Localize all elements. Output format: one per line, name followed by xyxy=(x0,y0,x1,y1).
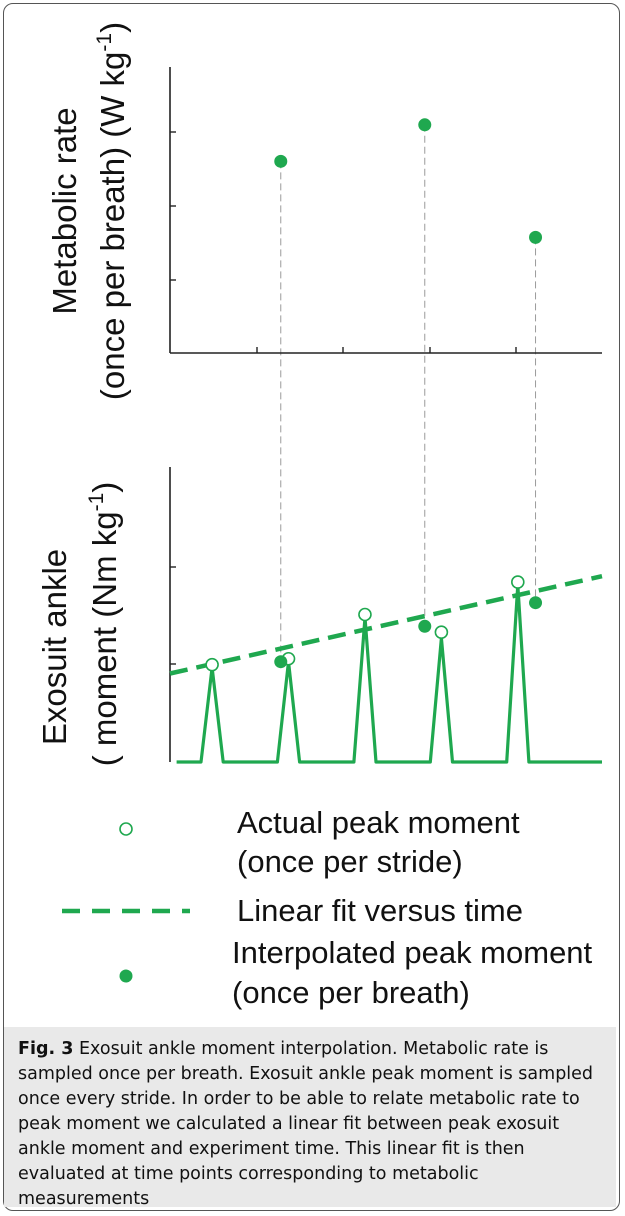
caption-text: Exosuit ankle moment interpolation. Meta… xyxy=(18,1039,594,1209)
bottom-ylabel-text: ( moment (Nm kg xyxy=(86,511,123,766)
top-ylabel-line1: Metabolic rate xyxy=(46,107,83,314)
connector-lines xyxy=(280,124,537,662)
interpolated-peak-markers xyxy=(274,596,543,669)
legend-actual-line1: Actual peak moment xyxy=(237,805,520,840)
actual-peak-marker xyxy=(511,575,525,589)
interpolated-peak-point xyxy=(529,596,543,610)
top-ylabel-close: ) xyxy=(94,22,131,33)
legend-interp-line1: Interpolated peak moment xyxy=(232,935,593,970)
actual-peak-marker xyxy=(205,657,219,672)
metabolic-rate-point xyxy=(529,230,543,244)
legend-fit: Linear fit versus time xyxy=(237,893,523,928)
actual-peak-marker xyxy=(434,625,449,640)
metabolic-rate-point xyxy=(418,118,432,132)
bottom-axes xyxy=(169,467,176,762)
legend-actual-line2: (once per stride) xyxy=(237,844,463,879)
caption-background xyxy=(4,1027,616,1207)
metabolic-rate-point xyxy=(274,154,288,168)
bottom-ylabel-line2: ( moment (Nm kg-1) xyxy=(85,482,123,767)
metabolic-points xyxy=(274,118,543,244)
bottom-ylabel-line1: Exosuit ankle xyxy=(36,549,73,745)
actual-peak-markers xyxy=(205,575,525,672)
bottom-ylabel-close: ) xyxy=(86,482,123,493)
caption-label: Fig. 3 xyxy=(18,1039,74,1059)
legend-open-circle-icon xyxy=(119,822,133,836)
legend-filled-dot-icon xyxy=(119,969,133,983)
moment-line-path xyxy=(176,583,602,764)
top-axes xyxy=(169,67,602,354)
top-ylabel-sup: -1 xyxy=(93,33,116,52)
top-ylabel-text: (once per breath) (W kg xyxy=(94,52,131,400)
figure-canvas: Metabolic rate (once per breath) (W kg-1… xyxy=(36,22,603,983)
interpolated-peak-point xyxy=(418,619,432,633)
top-ylabel-line2: (once per breath) (W kg-1) xyxy=(93,22,131,400)
linear-fit-path xyxy=(169,573,603,676)
interpolated-peak-point xyxy=(274,655,288,669)
bottom-ylabel-sup: -1 xyxy=(85,493,108,512)
moment-trace xyxy=(176,583,602,764)
linear-fit-line xyxy=(169,573,603,676)
actual-peak-marker xyxy=(358,607,372,622)
legend-interp-line2: (once per breath) xyxy=(232,975,470,1010)
figure-caption: Fig. 3 Exosuit ankle moment interpolatio… xyxy=(18,1037,610,1212)
